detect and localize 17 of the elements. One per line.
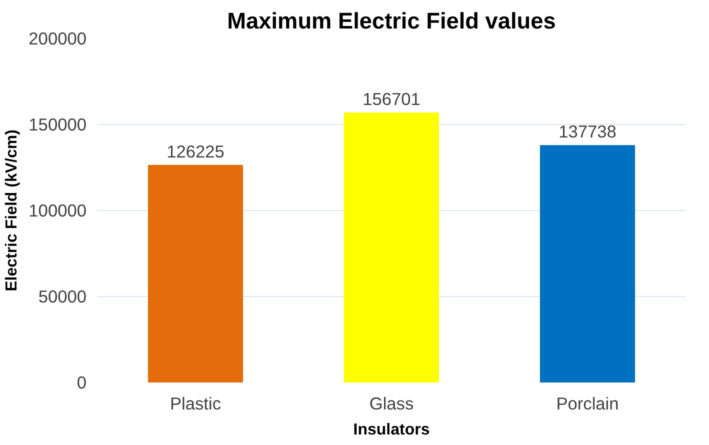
bar — [148, 164, 244, 382]
data-label: 156701 — [362, 88, 420, 109]
x-tick-label: Plastic — [170, 394, 222, 414]
y-tick-label: 50000 — [38, 286, 86, 306]
x-tick-label: Glass — [369, 394, 414, 414]
chart-title: Maximum Electric Field values — [227, 8, 556, 34]
y-tick-label: 150000 — [28, 114, 87, 134]
y-axis-title: Electric Field (kV/cm) — [4, 130, 21, 292]
y-tick-label: 100000 — [28, 200, 87, 220]
y-tick-label: 200000 — [28, 28, 87, 48]
x-tick-label: Porclain — [556, 394, 619, 414]
bar — [540, 145, 636, 382]
data-label: 137738 — [558, 122, 616, 142]
data-label: 126225 — [166, 141, 224, 162]
bar — [344, 112, 440, 382]
y-tick-label: 0 — [76, 372, 87, 392]
x-axis-title: Insulators — [353, 422, 430, 438]
